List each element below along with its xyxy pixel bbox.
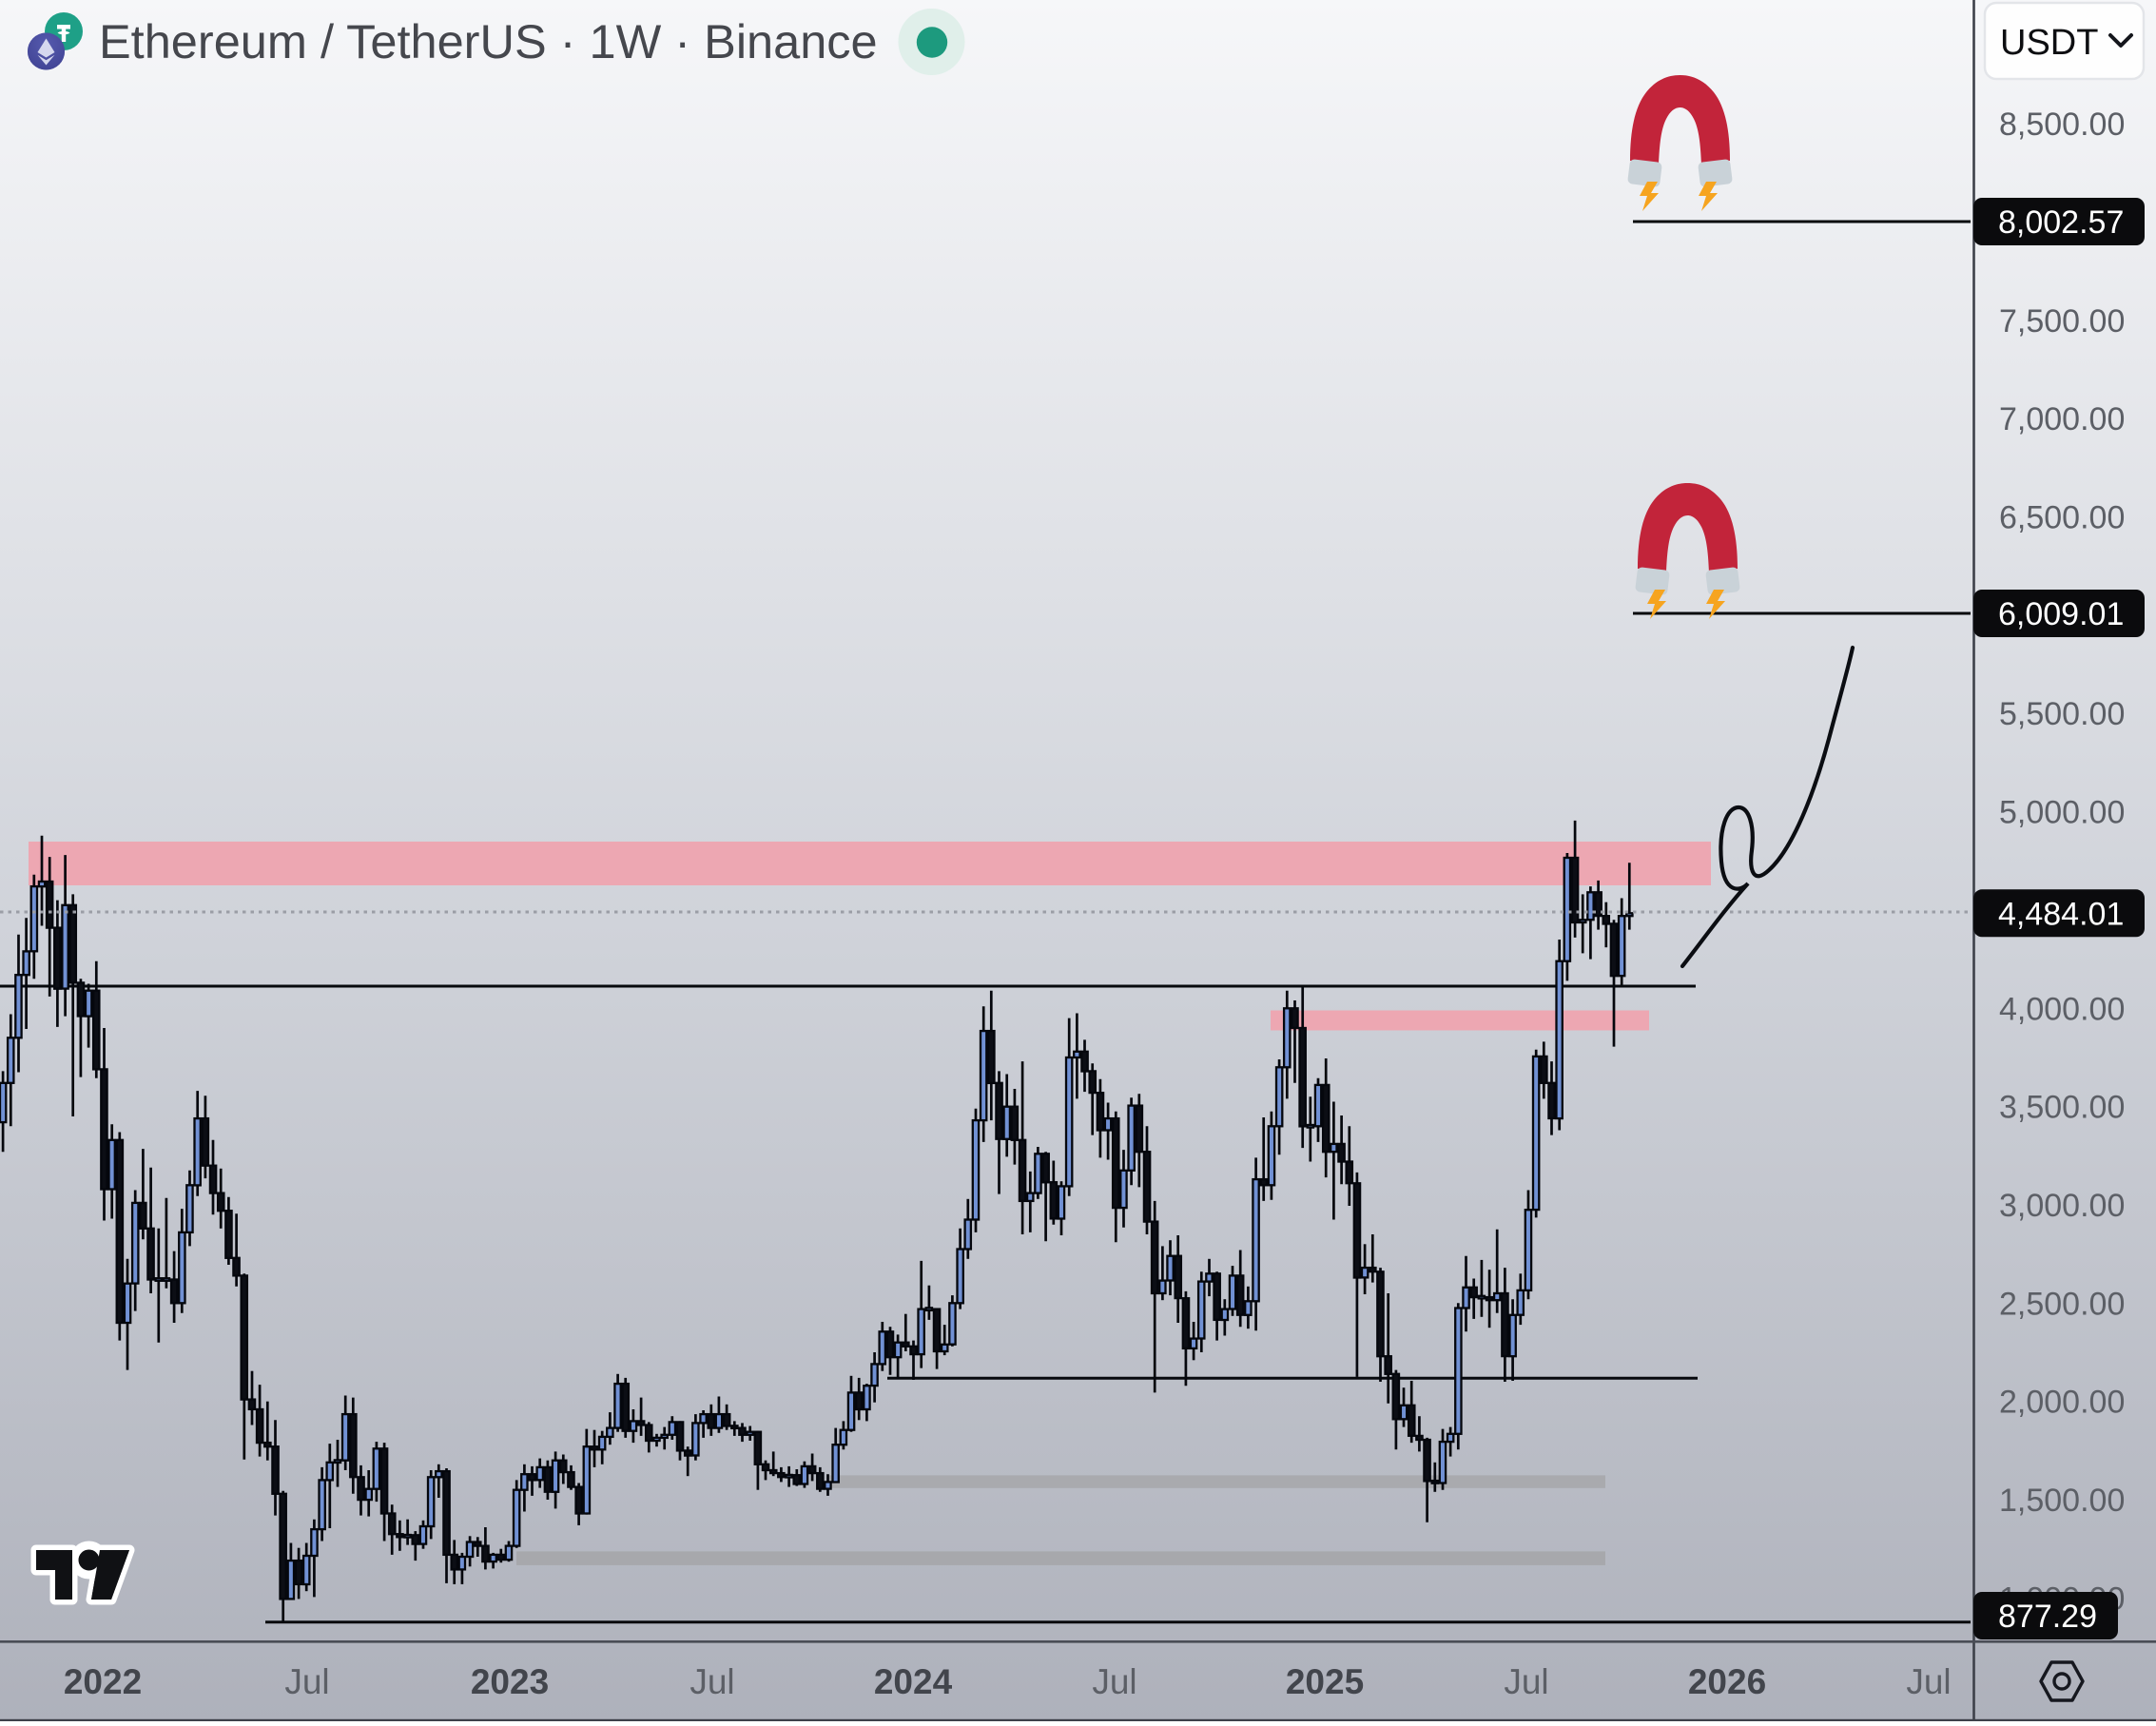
svg-text:3,000.00: 3,000.00 bbox=[1999, 1188, 2125, 1224]
svg-text:2026: 2026 bbox=[1688, 1662, 1766, 1701]
svg-text:5,500.00: 5,500.00 bbox=[1999, 696, 2125, 732]
svg-text:Jul: Jul bbox=[1504, 1662, 1548, 1701]
svg-text:8,500.00: 8,500.00 bbox=[1999, 107, 2125, 143]
svg-text:2023: 2023 bbox=[471, 1662, 549, 1701]
svg-text:Jul: Jul bbox=[1092, 1662, 1136, 1701]
svg-text:1,500.00: 1,500.00 bbox=[1999, 1483, 2125, 1519]
svg-text:4,484.01: 4,484.01 bbox=[1998, 896, 2124, 932]
svg-text:8,002.57: 8,002.57 bbox=[1998, 204, 2124, 241]
svg-text:Jul: Jul bbox=[690, 1662, 734, 1701]
svg-text:7,000.00: 7,000.00 bbox=[1999, 401, 2125, 437]
svg-text:2024: 2024 bbox=[874, 1662, 953, 1701]
svg-text:2,000.00: 2,000.00 bbox=[1999, 1385, 2125, 1421]
svg-text:2022: 2022 bbox=[64, 1662, 142, 1701]
svg-text:4,000.00: 4,000.00 bbox=[1999, 991, 2125, 1027]
svg-text:Jul: Jul bbox=[284, 1662, 329, 1701]
svg-text:Jul: Jul bbox=[1906, 1662, 1951, 1701]
svg-text:6,009.01: 6,009.01 bbox=[1998, 596, 2124, 632]
svg-text:Ethereum / TetherUS · 1W · Bin: Ethereum / TetherUS · 1W · Binance bbox=[99, 14, 878, 68]
svg-text:2,500.00: 2,500.00 bbox=[1999, 1286, 2125, 1322]
svg-text:USDT: USDT bbox=[2000, 23, 2098, 63]
svg-text:3,500.00: 3,500.00 bbox=[1999, 1090, 2125, 1126]
svg-text:877.29: 877.29 bbox=[1998, 1599, 2097, 1635]
svg-text:2025: 2025 bbox=[1286, 1662, 1364, 1701]
svg-text:6,500.00: 6,500.00 bbox=[1999, 500, 2125, 536]
svg-text:5,000.00: 5,000.00 bbox=[1999, 795, 2125, 831]
svg-text:7,500.00: 7,500.00 bbox=[1999, 303, 2125, 339]
